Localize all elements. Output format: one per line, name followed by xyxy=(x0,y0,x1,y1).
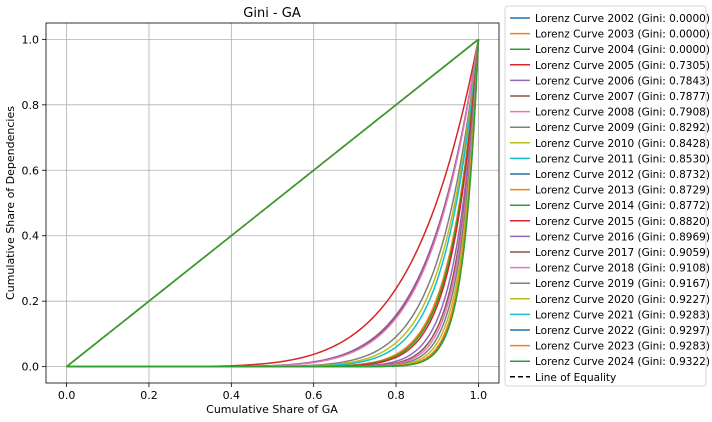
x-tick-label: 0.4 xyxy=(223,389,241,402)
lorenz-curves xyxy=(66,38,480,368)
legend-label: Lorenz Curve 2021 (Gini: 0.9283) xyxy=(535,309,710,321)
plot-frame xyxy=(45,22,500,384)
legend-label: Lorenz Curve 2014 (Gini: 0.8772) xyxy=(535,200,710,212)
y-tick-label: 0.2 xyxy=(22,295,40,308)
y-tick-label: 0.6 xyxy=(22,164,40,177)
y-axis-ticks: 0.0 0.2 0.4 0.6 0.8 1.0 xyxy=(22,33,46,374)
x-axis-ticks: 0.0 0.2 0.4 0.6 0.8 1.0 xyxy=(58,383,487,402)
y-tick-label: 1.0 xyxy=(22,33,40,46)
x-tick-label: 0.2 xyxy=(140,389,158,402)
legend-label: Lorenz Curve 2017 (Gini: 0.9059) xyxy=(535,247,710,259)
x-axis-label: Cumulative Share of GA xyxy=(206,403,338,416)
legend-label: Lorenz Curve 2004 (Gini: 0.0000) xyxy=(535,44,710,56)
lorenz-curve-2004 xyxy=(66,38,479,368)
legend-label: Lorenz Curve 2013 (Gini: 0.8729) xyxy=(535,185,710,197)
legend-label: Lorenz Curve 2003 (Gini: 0.0000) xyxy=(535,29,710,41)
legend-label: Lorenz Curve 2010 (Gini: 0.8428) xyxy=(535,138,710,150)
legend-label: Lorenz Curve 2008 (Gini: 0.7908) xyxy=(535,107,710,119)
legend-label: Lorenz Curve 2016 (Gini: 0.8969) xyxy=(535,231,710,243)
y-axis-label: Cumulative Share of Dependencies xyxy=(4,106,17,300)
y-tick-label: 0.0 xyxy=(22,361,40,374)
legend-label: Lorenz Curve 2024 (Gini: 0.9322) xyxy=(535,356,710,368)
legend-label: Lorenz Curve 2019 (Gini: 0.9167) xyxy=(535,278,710,290)
legend-label: Lorenz Curve 2020 (Gini: 0.9227) xyxy=(535,294,710,306)
legend-label: Lorenz Curve 2015 (Gini: 0.8820) xyxy=(535,216,710,228)
legend-label: Lorenz Curve 2023 (Gini: 0.9283) xyxy=(535,341,710,353)
legend-label: Lorenz Curve 2007 (Gini: 0.7877) xyxy=(535,91,710,103)
legend-label: Lorenz Curve 2002 (Gini: 0.0000) xyxy=(535,13,710,25)
legend-label: Line of Equality xyxy=(535,372,616,384)
legend-frame xyxy=(504,5,707,387)
legend-label: Lorenz Curve 2006 (Gini: 0.7843) xyxy=(535,75,710,87)
legend-label: Lorenz Curve 2009 (Gini: 0.8292) xyxy=(535,122,710,134)
legend-label: Lorenz Curve 2012 (Gini: 0.8732) xyxy=(535,169,710,181)
legend-label: Lorenz Curve 2022 (Gini: 0.9297) xyxy=(535,325,710,337)
y-tick-label: 0.4 xyxy=(22,230,40,243)
x-tick-label: 0.8 xyxy=(387,389,405,402)
x-tick-label: 0.0 xyxy=(58,389,76,402)
legend-label: Lorenz Curve 2005 (Gini: 0.7305) xyxy=(535,60,710,72)
legend-label: Lorenz Curve 2011 (Gini: 0.8530) xyxy=(535,153,710,165)
legend-label: Lorenz Curve 2018 (Gini: 0.9108) xyxy=(535,263,710,275)
lorenz-curve-2024 xyxy=(66,39,480,368)
chart-title: Gini - GA xyxy=(243,6,301,21)
legend: Lorenz Curve 2002 (Gini: 0.0000) Lorenz C… xyxy=(504,5,710,387)
x-tick-label: 0.6 xyxy=(305,389,323,402)
x-tick-label: 1.0 xyxy=(470,389,488,402)
y-tick-label: 0.8 xyxy=(22,99,40,112)
